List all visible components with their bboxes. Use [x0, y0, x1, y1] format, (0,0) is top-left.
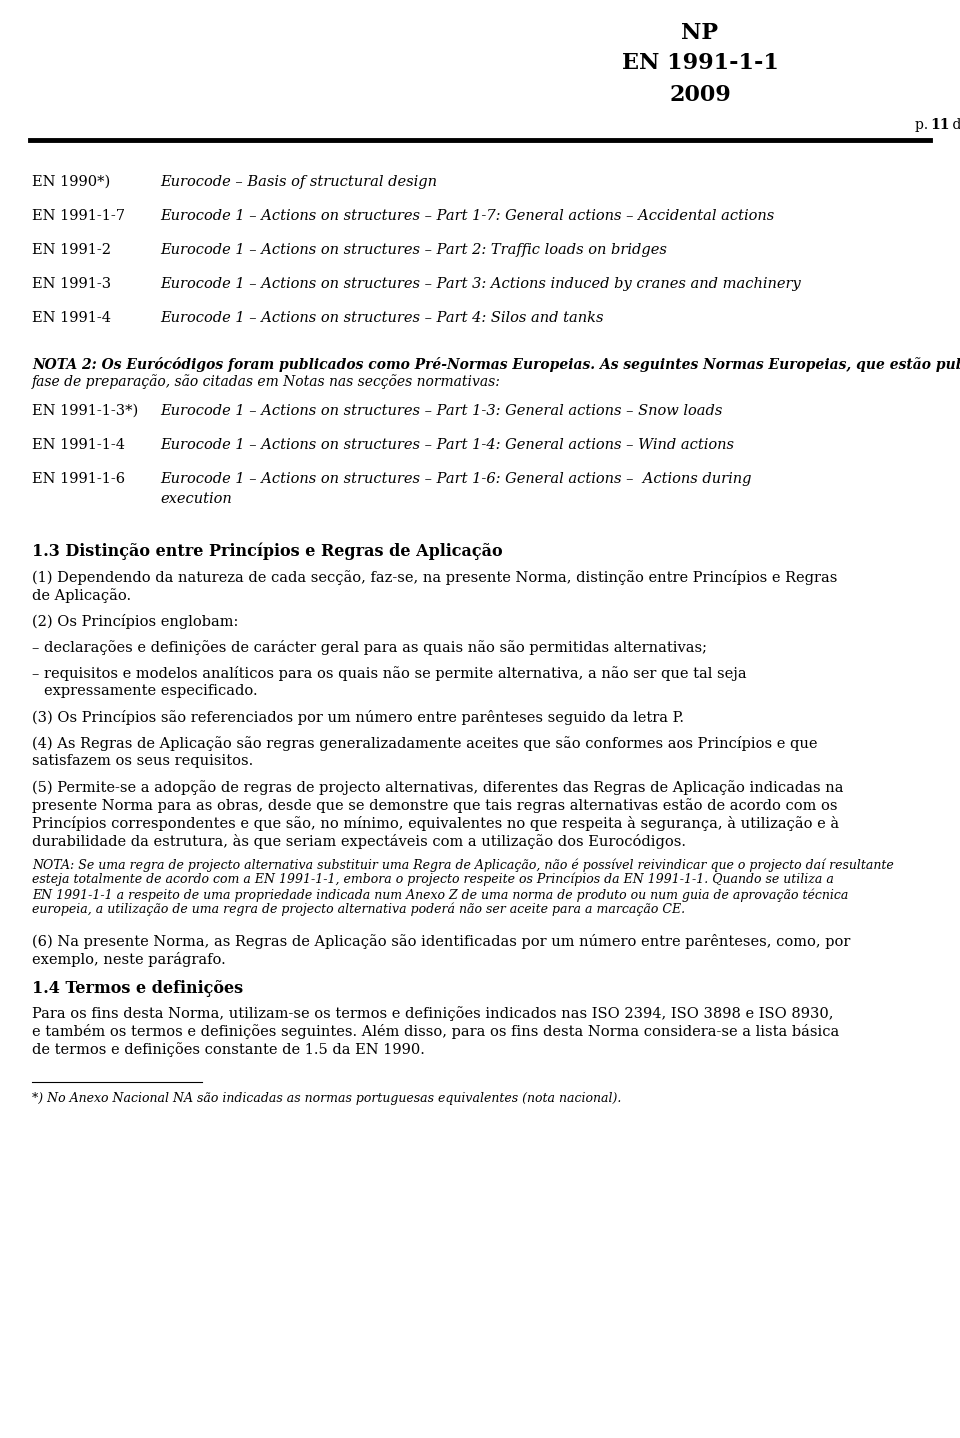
Text: Eurocode 1 – Actions on structures – Part 3: Actions induced by cranes and machi: Eurocode 1 – Actions on structures – Par… [160, 278, 801, 290]
Text: Eurocode 1 – Actions on structures – Part 1-3: General actions – Snow loads: Eurocode 1 – Actions on structures – Par… [160, 404, 722, 418]
Text: (5) Permite-se a adopção de regras de projecto alternativas, diferentes das Regr: (5) Permite-se a adopção de regras de pr… [32, 779, 844, 795]
Text: Eurocode 1 – Actions on structures – Part 1-6: General actions –  Actions during: Eurocode 1 – Actions on structures – Par… [160, 472, 752, 486]
Text: – declarações e definições de carácter geral para as quais não são permitidas al: – declarações e definições de carácter g… [32, 640, 707, 654]
Text: 11: 11 [930, 118, 949, 132]
Text: EN 1991-1-4: EN 1991-1-4 [32, 439, 125, 452]
Text: 1.3 Distinção entre Princípios e Regras de Aplicação: 1.3 Distinção entre Princípios e Regras … [32, 542, 503, 559]
Text: exemplo, neste parágrafo.: exemplo, neste parágrafo. [32, 952, 226, 966]
Text: NP: NP [682, 22, 718, 45]
Text: EN 1990*): EN 1990*) [32, 175, 110, 188]
Text: durabilidade da estrutura, às que seriam expectáveis com a utilização dos Eurocó: durabilidade da estrutura, às que seriam… [32, 834, 686, 848]
Text: *) No Anexo Nacional NA são indicadas as normas portuguesas equivalentes (nota n: *) No Anexo Nacional NA são indicadas as… [32, 1091, 621, 1104]
Text: esteja totalmente de acordo com a EN 1991-1-1, embora o projecto respeite os Pri: esteja totalmente de acordo com a EN 199… [32, 873, 834, 886]
Text: p.: p. [915, 118, 932, 132]
Text: execution: execution [160, 492, 231, 506]
Text: EN 1991-4: EN 1991-4 [32, 311, 111, 325]
Text: 2009: 2009 [669, 83, 731, 106]
Text: de termos e definições constante de 1.5 da EN 1990.: de termos e definições constante de 1.5 … [32, 1043, 425, 1057]
Text: Para os fins desta Norma, utilizam-se os termos e definições indicados nas ISO 2: Para os fins desta Norma, utilizam-se os… [32, 1007, 833, 1021]
Text: Eurocode 1 – Actions on structures – Part 2: Traffic loads on bridges: Eurocode 1 – Actions on structures – Par… [160, 243, 667, 257]
Text: Princípios correspondentes e que são, no mínimo, equivalentes no que respeita à : Princípios correspondentes e que são, no… [32, 815, 839, 831]
Text: (6) Na presente Norma, as Regras de Aplicação são identificadas por um número en: (6) Na presente Norma, as Regras de Apli… [32, 935, 851, 949]
Text: NOTA: Se uma regra de projecto alternativa substituir uma Regra de Aplicação, nã: NOTA: Se uma regra de projecto alternati… [32, 858, 894, 871]
Text: EN 1991-3: EN 1991-3 [32, 278, 111, 290]
Text: europeia, a utilização de uma regra de projecto alternativa poderá não ser aceit: europeia, a utilização de uma regra de p… [32, 903, 685, 916]
Text: (4) As Regras de Aplicação são regras generalizadamente aceites que são conforme: (4) As Regras de Aplicação são regras ge… [32, 736, 818, 751]
Text: expressamente especificado.: expressamente especificado. [44, 684, 257, 697]
Text: (2) Os Princípios englobam:: (2) Os Princípios englobam: [32, 614, 238, 628]
Text: satisfazem os seus requisitos.: satisfazem os seus requisitos. [32, 754, 253, 768]
Text: EN 1991-1-7: EN 1991-1-7 [32, 209, 125, 223]
Text: e também os termos e definições seguintes. Além disso, para os fins desta Norma : e também os termos e definições seguinte… [32, 1024, 839, 1040]
Text: (1) Dependendo da natureza de cada secção, faz-se, na presente Norma, distinção : (1) Dependendo da natureza de cada secçã… [32, 569, 837, 585]
Text: EN 1991-1-1: EN 1991-1-1 [621, 52, 779, 73]
Text: (3) Os Princípios são referenciados por um número entre parênteses seguido da le: (3) Os Princípios são referenciados por … [32, 710, 684, 725]
Text: Eurocode – Basis of structural design: Eurocode – Basis of structural design [160, 175, 437, 188]
Text: de Aplicação.: de Aplicação. [32, 588, 132, 603]
Text: fase de preparação, são citadas em Notas nas secções normativas:: fase de preparação, são citadas em Notas… [32, 374, 501, 388]
Text: 1.4 Termos e definições: 1.4 Termos e definições [32, 981, 243, 997]
Text: presente Norma para as obras, desde que se demonstre que tais regras alternativa: presente Norma para as obras, desde que … [32, 798, 837, 812]
Text: EN 1991-1-6: EN 1991-1-6 [32, 472, 125, 486]
Text: – requisitos e modelos analíticos para os quais não se permite alternativa, a nã: – requisitos e modelos analíticos para o… [32, 666, 747, 682]
Text: Eurocode 1 – Actions on structures – Part 4: Silos and tanks: Eurocode 1 – Actions on structures – Par… [160, 311, 604, 325]
Text: NOTA 2: Os Eurócódigos foram publicados como Pré-Normas Europeias. As seguintes : NOTA 2: Os Eurócódigos foram publicados … [32, 357, 960, 372]
Text: Eurocode 1 – Actions on structures – Part 1-4: General actions – Wind actions: Eurocode 1 – Actions on structures – Par… [160, 439, 734, 452]
Text: EN 1991-1-3*): EN 1991-1-3*) [32, 404, 138, 418]
Text: de 47: de 47 [948, 118, 960, 132]
Text: Eurocode 1 – Actions on structures – Part 1-7: General actions – Accidental acti: Eurocode 1 – Actions on structures – Par… [160, 209, 775, 223]
Text: EN 1991-1-1 a respeito de uma propriedade indicada num Anexo Z de uma norma de p: EN 1991-1-1 a respeito de uma propriedad… [32, 889, 849, 902]
Text: EN 1991-2: EN 1991-2 [32, 243, 111, 257]
